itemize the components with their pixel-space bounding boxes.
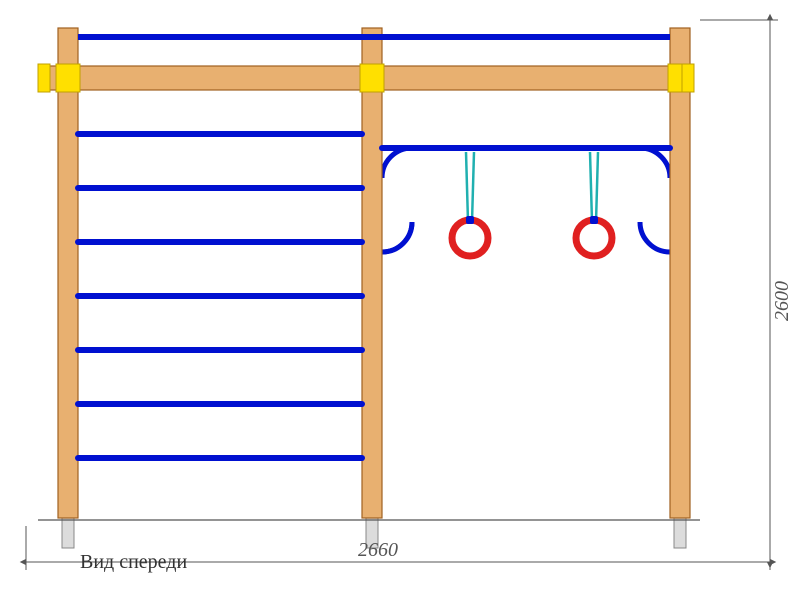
ring-rope-1-b [596, 152, 598, 222]
ring-clip-1 [590, 216, 598, 224]
playground-structure [382, 148, 670, 256]
cap-4 [682, 64, 694, 92]
cap-1 [56, 64, 80, 92]
post-1 [362, 28, 382, 518]
view-label: Вид спереди [80, 551, 187, 573]
foot-leg [674, 518, 686, 548]
post-0 [58, 28, 78, 518]
ring-clip-0 [466, 216, 474, 224]
cap-2 [360, 64, 384, 92]
arc-tl [382, 148, 412, 178]
arc-bl [382, 222, 412, 252]
ring-rope-1-a [590, 152, 592, 222]
dim-width-value: 2660 [358, 539, 398, 561]
dim-height-value: 2600 [771, 281, 793, 321]
post-2 [670, 28, 690, 518]
cap-0 [38, 64, 50, 92]
ring-rope-0-a [466, 152, 468, 222]
gym-ring-1 [576, 220, 612, 256]
ring-rope-0-b [472, 152, 474, 222]
foot-leg [62, 518, 74, 548]
arc-br [640, 222, 670, 252]
arc-tr [640, 148, 670, 178]
gym-ring-0 [452, 220, 488, 256]
